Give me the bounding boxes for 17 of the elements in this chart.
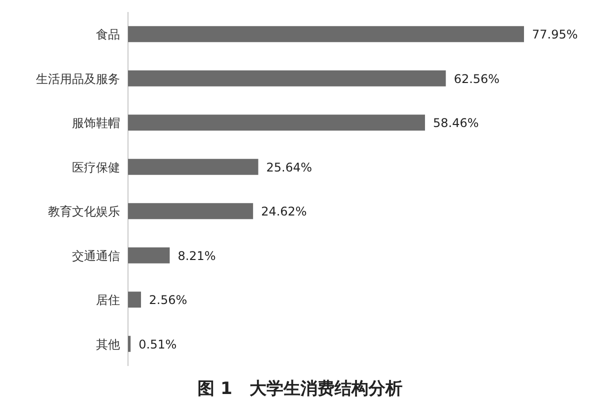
y-tick-label: 居住 — [96, 293, 120, 308]
y-tick-label: 其他 — [96, 337, 120, 352]
data-label: 25.64% — [266, 160, 312, 174]
y-tick-label: 教育文化娱乐 — [48, 204, 120, 219]
data-label: 0.51% — [138, 337, 177, 352]
data-label: 62.56% — [454, 72, 500, 86]
data-label: 8.21% — [178, 248, 216, 263]
data-label: 2.56% — [149, 293, 188, 308]
y-tick-label: 生活用品及服务 — [36, 72, 120, 86]
data-label: 58.46% — [432, 116, 479, 130]
data-label: 77.95% — [532, 28, 578, 42]
y-tick-label: 医疗保健 — [72, 160, 120, 174]
y-tick-label: 服饰鞋帽 — [72, 116, 120, 130]
y-tick-label: 交通通信 — [72, 248, 120, 263]
y-tick-label: 食品 — [96, 28, 120, 42]
text: 图 1 大学生消费结构分析 — [198, 379, 402, 399]
data-label: 24.62% — [261, 204, 307, 219]
